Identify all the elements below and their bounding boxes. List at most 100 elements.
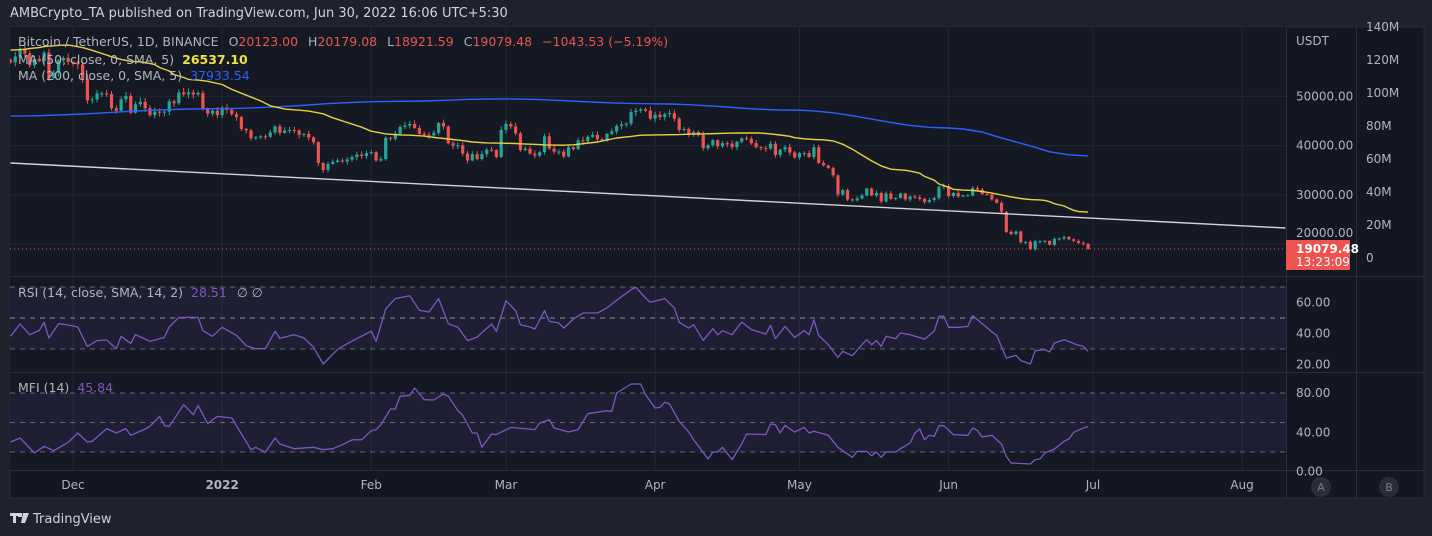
candle-body <box>995 199 999 203</box>
candle-body <box>331 161 335 164</box>
ma200-legend[interactable]: MA (200, close, 0, SMA, 5) 37933.54 <box>18 68 250 83</box>
candle-body <box>153 111 157 116</box>
candle-body <box>797 153 802 158</box>
candle-body <box>619 124 624 126</box>
volume-tick: 60M <box>1366 152 1392 166</box>
candle-body <box>81 64 85 79</box>
candle-body <box>687 128 691 135</box>
candle-body <box>1072 239 1076 241</box>
candle-body <box>143 101 147 109</box>
candle-body <box>138 101 142 105</box>
candle-body <box>947 186 951 196</box>
candle-body <box>682 128 686 130</box>
candle-body <box>326 163 330 170</box>
candle-body <box>1038 241 1042 243</box>
candle-body <box>759 147 763 149</box>
open-value: 20123.00 <box>238 34 298 49</box>
candle-body <box>557 151 561 153</box>
candle-body <box>100 93 104 95</box>
candle-body <box>754 143 758 148</box>
candle-body <box>85 78 90 101</box>
candle-body <box>461 145 465 154</box>
ma50-legend[interactable]: MA (50, close, 0, SMA, 5) 26537.10 <box>18 52 248 67</box>
candle-body <box>494 150 498 158</box>
candle-body <box>408 124 412 126</box>
candle-body <box>600 139 604 141</box>
candle-body <box>1028 241 1032 250</box>
candle-body <box>504 124 508 130</box>
candles <box>10 45 1090 251</box>
candle-body <box>692 131 696 135</box>
main-pane[interactable] <box>10 27 1286 276</box>
candle-body <box>437 123 441 133</box>
tradingview-logo[interactable]: TradingView <box>10 512 112 527</box>
candle-body <box>812 147 816 158</box>
candle-body <box>215 110 219 116</box>
publish-info: AMBCrypto_TA published on TradingView.co… <box>10 6 508 21</box>
candle-body <box>677 118 681 130</box>
time-axis[interactable]: Dec 2022 Feb Mar Apr May Jun Jul Aug <box>61 478 1253 492</box>
b-scale-button[interactable]: B <box>1379 477 1399 497</box>
candle-body <box>961 195 965 197</box>
candle-body <box>1009 231 1013 234</box>
candle-body <box>523 148 527 151</box>
candle-body <box>167 101 171 112</box>
svg-text:A: A <box>1317 481 1325 494</box>
candle-body <box>302 133 306 135</box>
price-tick: 20000.00 <box>1296 226 1353 240</box>
candle-body <box>951 193 956 196</box>
candle-body <box>735 141 739 148</box>
mfi-pane[interactable] <box>10 373 1286 470</box>
candle-body <box>749 138 753 144</box>
candle-body <box>206 108 210 114</box>
candle-body <box>379 159 383 161</box>
time-tick: May <box>787 478 812 492</box>
rsi-pane[interactable] <box>10 277 1286 372</box>
candle-body <box>465 153 470 161</box>
candle-body <box>432 132 436 136</box>
trendline <box>10 162 1286 229</box>
candle-body <box>889 193 893 199</box>
candle-body <box>287 129 292 131</box>
candle-body <box>740 138 744 142</box>
candle-body <box>879 193 883 202</box>
candle-body <box>605 133 609 141</box>
candle-body <box>927 199 931 202</box>
candle-body <box>364 153 369 157</box>
candle-body <box>1062 236 1066 239</box>
candle-body <box>1052 238 1057 245</box>
candle-body <box>412 124 417 128</box>
candle-body <box>658 114 662 118</box>
candle-body <box>629 112 633 124</box>
candle-body <box>230 109 234 115</box>
symbol-label[interactable]: Bitcoin / TetherUS, 1D, BINANCE <box>18 34 219 49</box>
candle-body <box>384 137 388 160</box>
rsi-legend[interactable]: RSI (14, close, SMA, 14, 2) 28.51 ∅ ∅ <box>18 285 263 300</box>
candle-body <box>817 147 821 163</box>
candle-body <box>129 95 133 113</box>
auto-scale-button[interactable]: A <box>1311 477 1331 497</box>
candle-body <box>13 56 17 63</box>
candle-body <box>485 149 489 155</box>
time-tick: Aug <box>1230 478 1253 492</box>
candle-body <box>764 148 768 150</box>
candle-body <box>624 123 628 125</box>
candle-body <box>884 193 888 202</box>
candle-body <box>874 193 879 196</box>
candle-body <box>422 133 426 135</box>
mfi-legend[interactable]: MFI (14) 45.84 <box>18 380 113 395</box>
candle-body <box>706 145 710 149</box>
candle-body <box>595 134 599 140</box>
candle-body <box>788 147 792 153</box>
candle-body <box>61 57 65 61</box>
candle-body <box>725 143 729 145</box>
candle-body <box>586 136 590 142</box>
price-tick: 30000.00 <box>1296 188 1353 202</box>
oscillator-bands <box>10 286 1286 453</box>
volume-axis[interactable]: 140M 120M 100M 80M 60M 40M 20M 0 <box>1366 20 1399 265</box>
candle-body <box>56 60 61 73</box>
candle-body <box>730 143 734 148</box>
time-tick: Apr <box>645 478 666 492</box>
candle-body <box>95 93 99 100</box>
